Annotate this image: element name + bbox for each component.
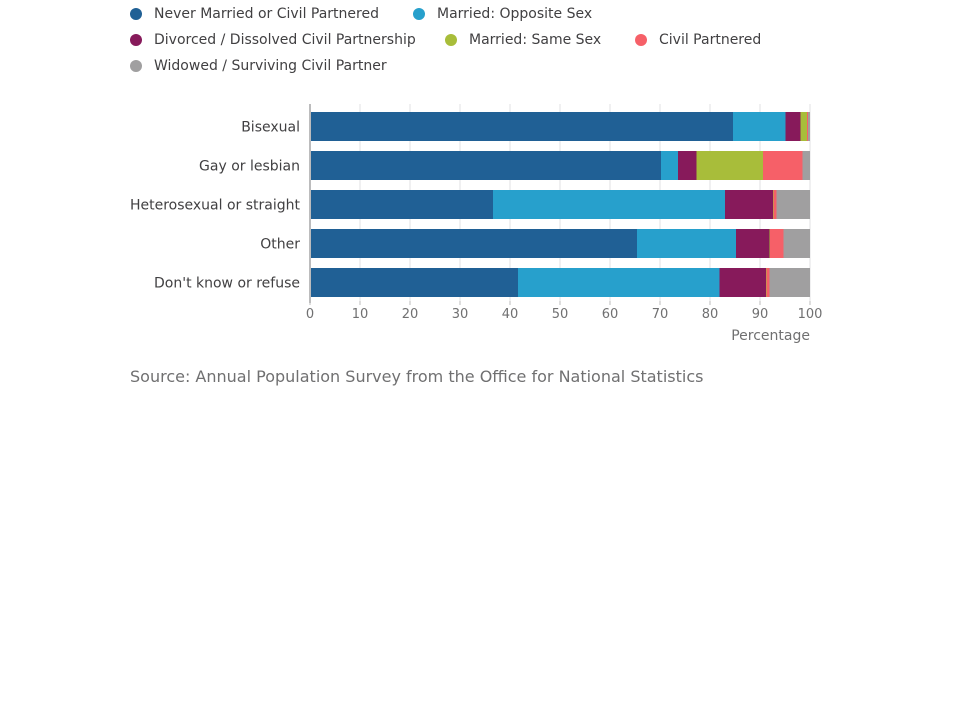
bar-segment	[766, 268, 767, 297]
legend-label: Civil Partnered	[659, 32, 762, 48]
legend-label: Widowed / Surviving Civil Partner	[154, 58, 387, 74]
x-tick-label: 50	[552, 307, 569, 322]
category-label: Bisexual	[241, 120, 300, 136]
x-axis-label: Percentage	[731, 328, 810, 344]
bar-segment	[766, 268, 770, 297]
x-tick-label: 20	[402, 307, 419, 322]
legend-swatch	[635, 34, 647, 46]
x-tick-label: 80	[702, 307, 719, 322]
legend-swatch	[413, 8, 425, 20]
bar-segment	[696, 151, 763, 180]
legend-item: Widowed / Surviving Civil Partner	[130, 58, 387, 74]
legend-label: Divorced / Dissolved Civil Partnership	[154, 32, 416, 48]
legend-item: Civil Partnered	[635, 32, 761, 48]
legend-swatch	[445, 34, 457, 46]
category-label: Gay or lesbian	[199, 159, 300, 175]
legend-swatch	[130, 8, 142, 20]
x-tick-label: 0	[306, 307, 314, 322]
bar-segment	[776, 190, 810, 219]
legend-swatch	[130, 34, 142, 46]
bar-segment	[800, 112, 807, 141]
bar-segment	[310, 190, 493, 219]
bar-segment	[773, 190, 774, 219]
bar-segment	[637, 229, 736, 258]
bar-segment	[802, 151, 810, 180]
category-label: Other	[260, 237, 300, 253]
x-tick-label: 10	[352, 307, 369, 322]
legend-item: Married: Same Sex	[445, 32, 601, 48]
bar-segment	[733, 112, 786, 141]
bar-segment	[807, 112, 808, 141]
legend-label: Married: Opposite Sex	[437, 6, 593, 22]
legend-item: Married: Opposite Sex	[413, 6, 592, 22]
bar-segment	[518, 268, 720, 297]
source-note: Source: Annual Population Survey from th…	[130, 367, 704, 386]
bar-segment	[770, 229, 784, 258]
stacked-bar-chart: Bisexual Gay or lesbian Heterosexual or st…	[130, 104, 823, 344]
bar-segment	[678, 151, 697, 180]
legend-swatch	[130, 60, 142, 72]
bar-segment	[661, 151, 678, 180]
x-tick-label: 100	[798, 307, 823, 322]
legend-label: Never Married or Civil Partnered	[154, 6, 379, 22]
bar-segment	[725, 190, 773, 219]
x-tick-label: 30	[452, 307, 469, 322]
x-tick-label: 40	[502, 307, 519, 322]
category-label: Heterosexual or straight	[130, 198, 301, 214]
legend-item: Divorced / Dissolved Civil Partnership	[130, 32, 416, 48]
bar-segment	[783, 229, 810, 258]
category-label: Don't know or refuse	[154, 276, 300, 292]
legend-item: Never Married or Civil Partnered	[130, 6, 379, 22]
bar-segment	[769, 268, 810, 297]
bar-segment	[808, 112, 810, 141]
x-tick-label: 70	[652, 307, 669, 322]
bar-segment	[310, 112, 733, 141]
bar-segment	[310, 268, 518, 297]
chart-legend: Never Married or Civil Partnered Married:…	[130, 6, 830, 84]
bar-segment	[769, 229, 770, 258]
x-tick-label: 90	[752, 307, 769, 322]
bar-segment	[310, 229, 637, 258]
bar-segment	[763, 151, 803, 180]
bar-segment	[773, 190, 777, 219]
bar-segment	[736, 229, 770, 258]
x-tick-label: 60	[602, 307, 619, 322]
bar-segment	[719, 268, 766, 297]
bar-segment	[493, 190, 725, 219]
bar-segment	[785, 112, 801, 141]
legend-label: Married: Same Sex	[469, 32, 602, 48]
bar-segment	[310, 151, 661, 180]
